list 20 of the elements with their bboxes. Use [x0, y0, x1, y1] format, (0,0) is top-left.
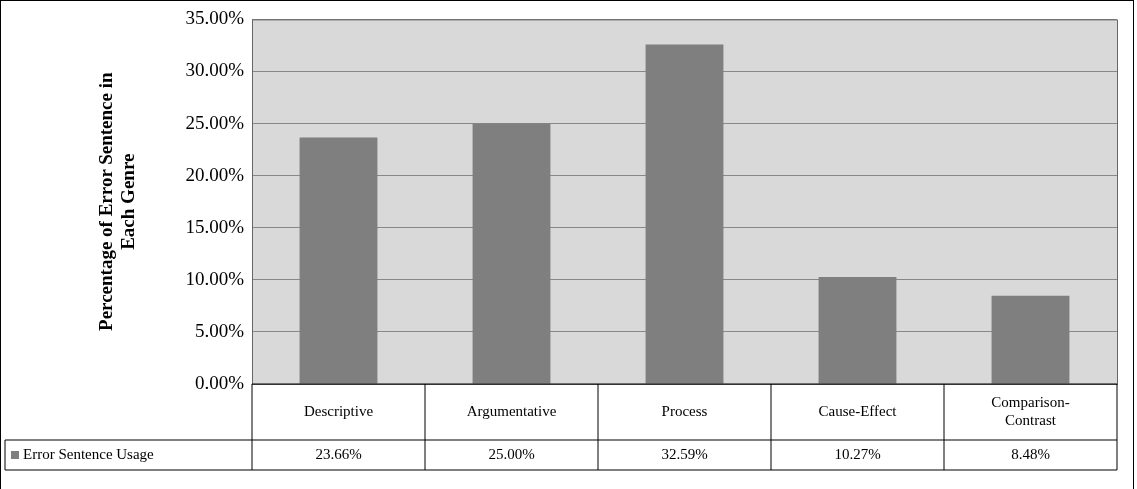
data-label: 8.48% [1011, 445, 1050, 462]
legend-label: Error Sentence Usage [23, 445, 155, 462]
data-label: 10.27% [834, 445, 881, 462]
y-tick-label: 15.00% [185, 215, 245, 237]
data-label: 32.59% [661, 445, 708, 462]
x-tick-label: Cause-Effect [818, 402, 898, 419]
data-label: 25.00% [488, 445, 535, 462]
y-tick-label: 20.00% [185, 163, 245, 185]
y-axis-title: Percentage of Error Sentence in Each Genre [94, 72, 138, 331]
y-tick-label: 0.00% [194, 371, 245, 393]
y-tick-label: 30.00% [185, 59, 245, 81]
y-tick-label: 10.00% [185, 267, 245, 289]
x-tick-label: Descriptive [303, 402, 374, 419]
x-tick-label: Process [661, 402, 708, 419]
y-tick-label: 25.00% [185, 111, 245, 133]
x-tick-label: Comparison-Contrast [991, 393, 1070, 428]
x-tick-label: Argumentative [466, 402, 557, 419]
y-tick-label: 35.00% [185, 7, 245, 29]
data-label: 23.66% [315, 445, 362, 462]
y-tick-label: 5.00% [194, 319, 245, 341]
